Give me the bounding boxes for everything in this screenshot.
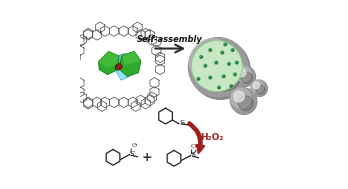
Text: H₂O₂: H₂O₂ bbox=[200, 133, 223, 142]
Polygon shape bbox=[116, 67, 130, 80]
Circle shape bbox=[196, 77, 200, 81]
Circle shape bbox=[224, 43, 226, 45]
Polygon shape bbox=[98, 51, 119, 75]
Circle shape bbox=[233, 72, 237, 77]
Circle shape bbox=[235, 66, 255, 85]
Circle shape bbox=[235, 60, 239, 65]
Circle shape bbox=[234, 73, 235, 75]
Polygon shape bbox=[122, 51, 141, 64]
Text: S: S bbox=[191, 151, 196, 159]
Circle shape bbox=[231, 48, 235, 52]
Circle shape bbox=[214, 60, 218, 65]
Circle shape bbox=[200, 55, 201, 57]
Circle shape bbox=[199, 55, 203, 59]
Circle shape bbox=[215, 61, 216, 63]
Circle shape bbox=[253, 82, 260, 89]
Circle shape bbox=[230, 88, 256, 113]
Circle shape bbox=[190, 39, 236, 85]
Circle shape bbox=[228, 62, 229, 64]
Circle shape bbox=[191, 40, 250, 99]
Circle shape bbox=[252, 81, 267, 96]
Polygon shape bbox=[109, 54, 132, 71]
Text: S: S bbox=[130, 150, 134, 158]
Circle shape bbox=[256, 85, 265, 94]
Circle shape bbox=[208, 48, 212, 52]
Circle shape bbox=[191, 41, 243, 92]
Circle shape bbox=[251, 80, 263, 93]
Circle shape bbox=[236, 67, 255, 86]
Circle shape bbox=[217, 85, 221, 90]
Text: Self-assembly: Self-assembly bbox=[137, 35, 203, 44]
Circle shape bbox=[221, 51, 222, 53]
Circle shape bbox=[236, 66, 251, 82]
Text: O: O bbox=[191, 144, 196, 149]
Circle shape bbox=[218, 86, 219, 88]
Circle shape bbox=[196, 45, 221, 70]
Polygon shape bbox=[98, 51, 119, 68]
Polygon shape bbox=[115, 63, 122, 70]
Text: S: S bbox=[179, 119, 184, 127]
Circle shape bbox=[209, 49, 211, 50]
Circle shape bbox=[238, 69, 246, 77]
Circle shape bbox=[189, 38, 248, 97]
Circle shape bbox=[227, 62, 231, 66]
Circle shape bbox=[209, 76, 211, 78]
Circle shape bbox=[251, 80, 267, 96]
Text: O: O bbox=[196, 145, 201, 150]
Circle shape bbox=[203, 64, 207, 68]
Circle shape bbox=[238, 96, 253, 111]
Text: –: – bbox=[134, 142, 136, 147]
Circle shape bbox=[231, 49, 233, 50]
Circle shape bbox=[220, 51, 224, 55]
Circle shape bbox=[204, 64, 206, 66]
Text: O: O bbox=[132, 143, 136, 148]
Circle shape bbox=[222, 75, 224, 77]
Circle shape bbox=[222, 74, 226, 78]
Circle shape bbox=[230, 84, 231, 86]
Text: +: + bbox=[142, 151, 152, 164]
Circle shape bbox=[231, 89, 257, 114]
Circle shape bbox=[223, 42, 227, 46]
Circle shape bbox=[242, 72, 253, 84]
Circle shape bbox=[208, 76, 212, 80]
FancyArrowPatch shape bbox=[188, 122, 204, 153]
Circle shape bbox=[231, 88, 251, 108]
Polygon shape bbox=[118, 51, 141, 77]
Circle shape bbox=[207, 57, 242, 91]
Circle shape bbox=[235, 61, 237, 63]
Circle shape bbox=[229, 84, 233, 88]
Circle shape bbox=[197, 77, 199, 79]
Circle shape bbox=[234, 91, 244, 102]
